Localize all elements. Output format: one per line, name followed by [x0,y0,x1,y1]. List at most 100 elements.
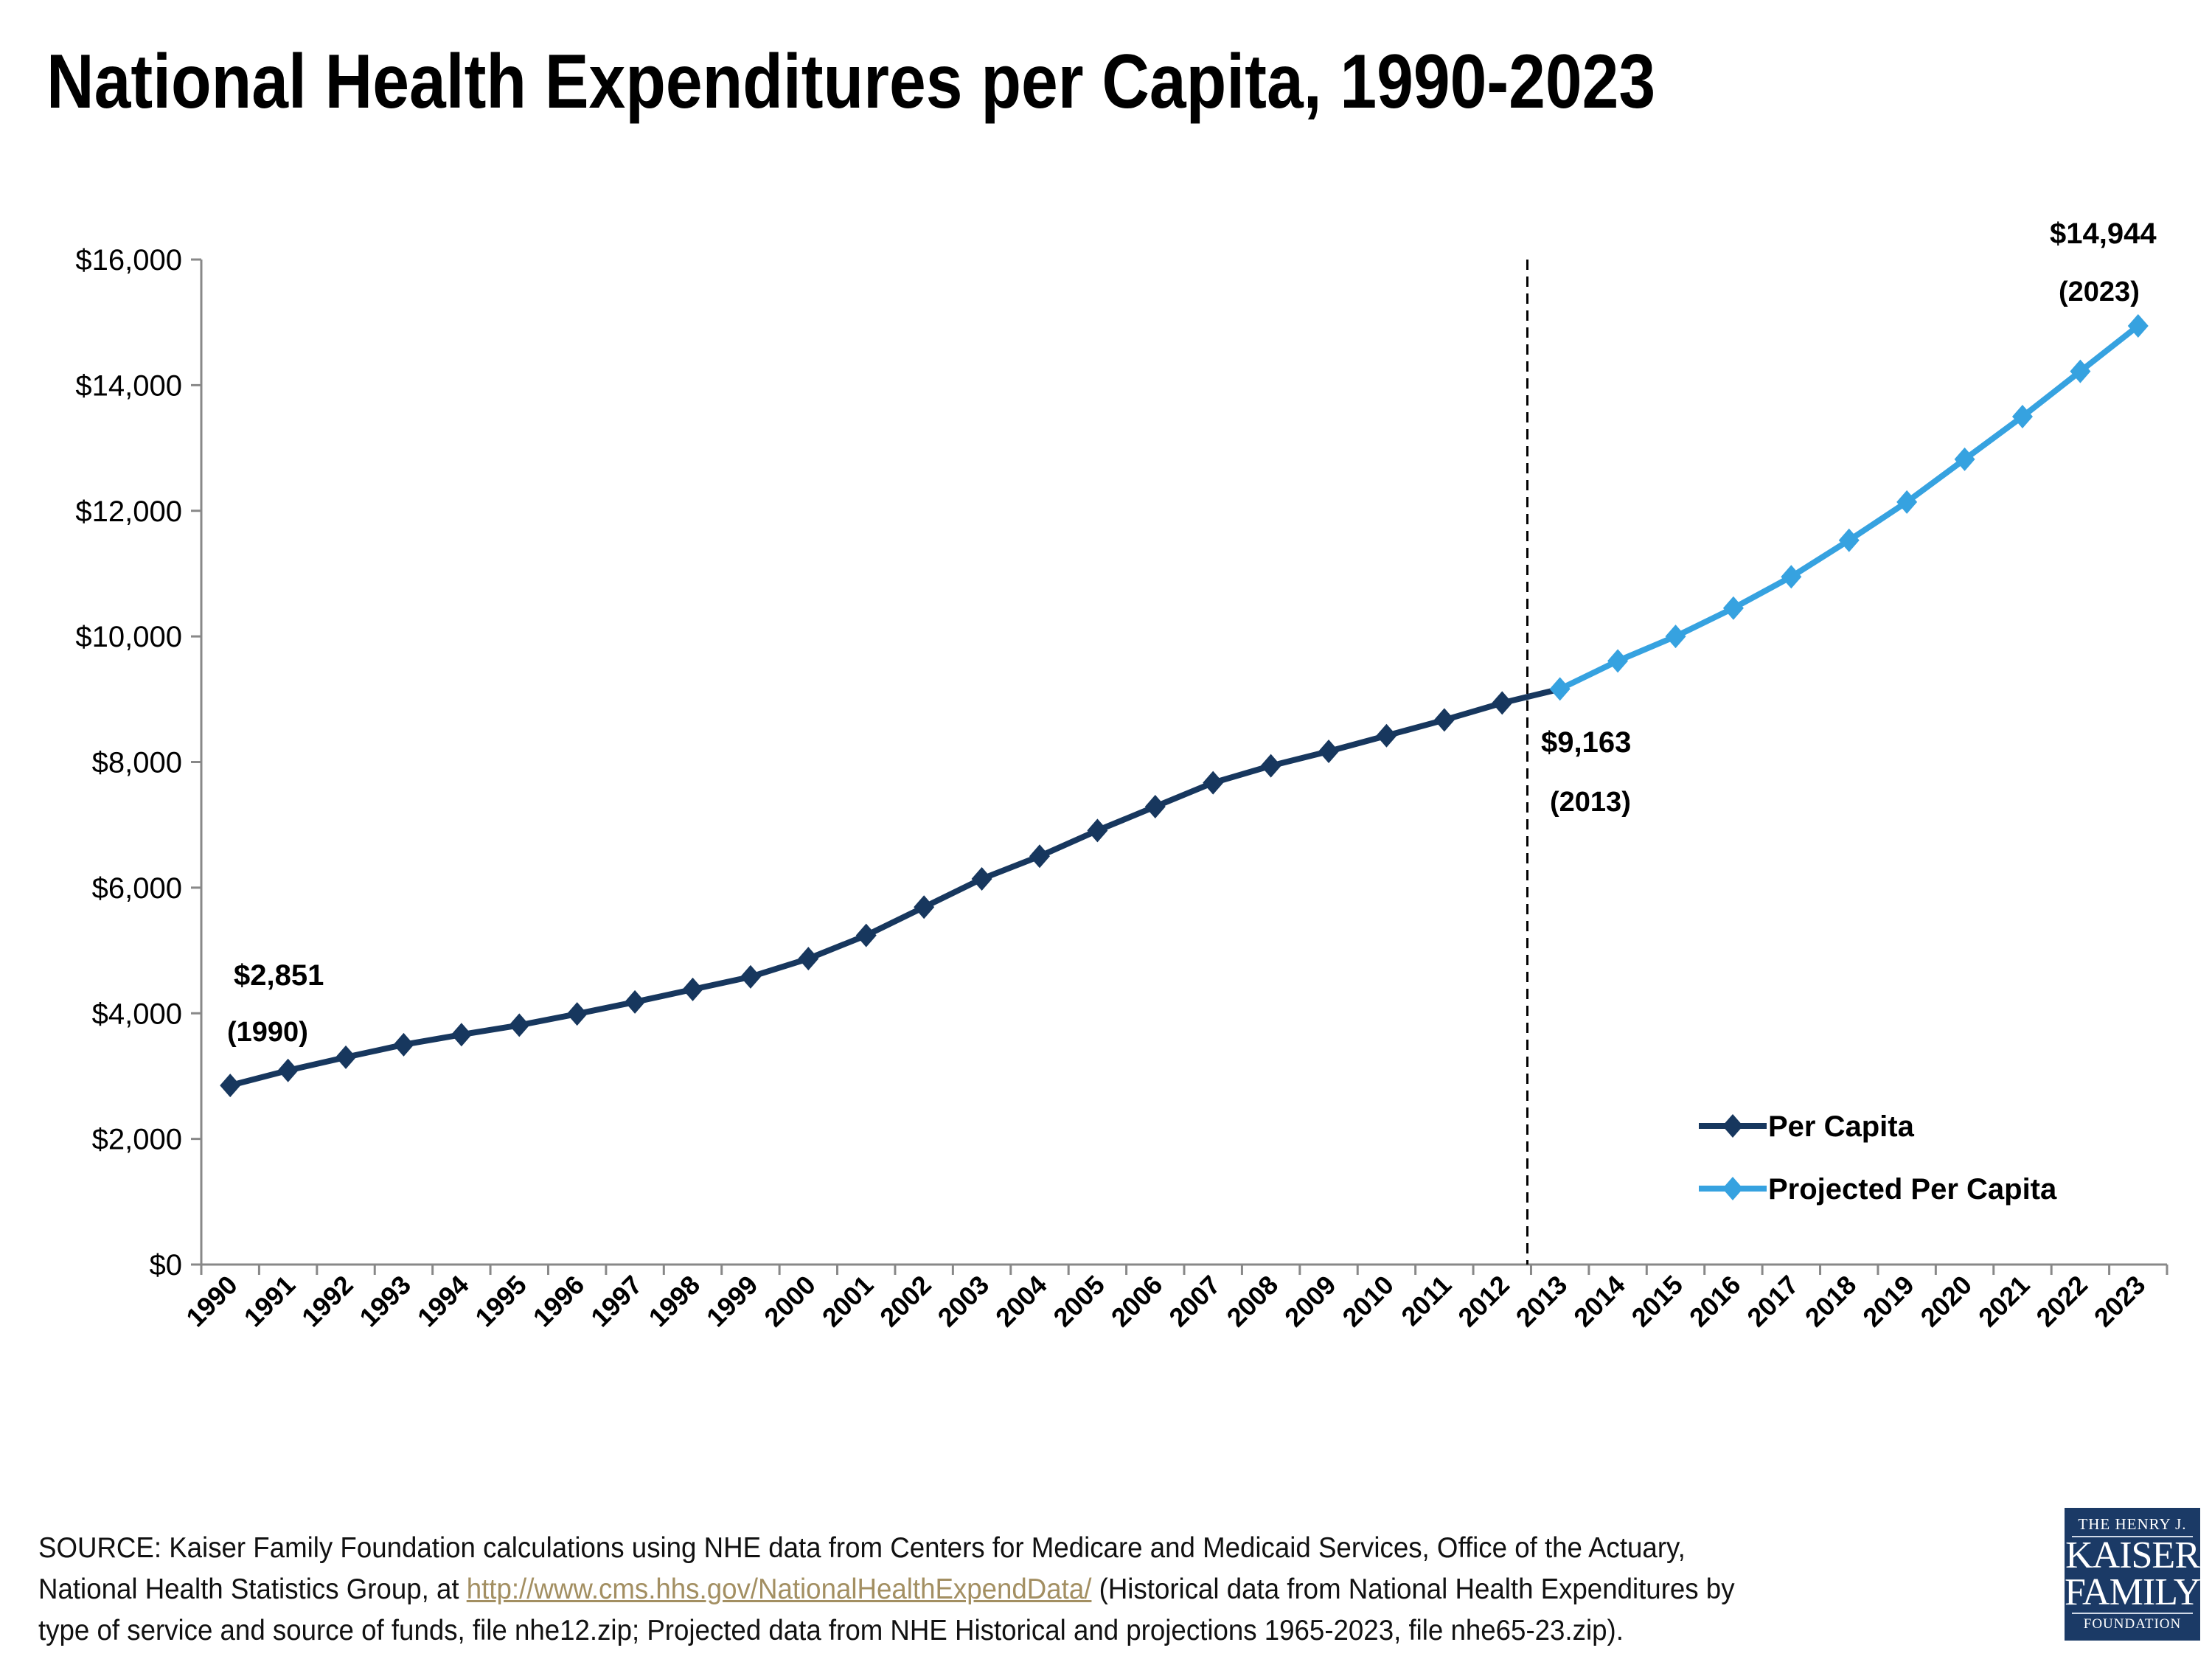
data-point-2007 [1203,771,1224,795]
data-point-1999 [740,964,761,989]
y-tick-label: $12,000 [75,495,182,528]
annotation-year: (2023) [2059,276,2140,307]
x-tick-label: 2021 [1972,1270,2036,1333]
footnote-line-1: SOURCE: Kaiser Family Foundation calcula… [38,1532,1686,1564]
y-tick-label: $14,000 [75,369,182,402]
x-tick-label: 2001 [816,1270,880,1333]
source-footnote: SOURCE: Kaiser Family Foundation calcula… [38,1528,1735,1652]
cms-data-link[interactable]: http://www.cms.hhs.gov/NationalHealthExp… [466,1573,1092,1605]
legend-label: Per Capita [1768,1110,1915,1143]
footnote-line-2-suffix: (Historical data from National Health Ex… [1091,1573,1735,1605]
x-tick-label: 1995 [469,1270,532,1333]
y-tick-label: $10,000 [75,621,182,653]
data-point-1991 [277,1058,299,1082]
legend-label: Projected Per Capita [1768,1173,2057,1206]
data-point-2011 [1433,708,1455,732]
data-point-2016 [1722,596,1744,620]
data-point-1998 [682,977,703,1001]
x-tick-label: 2002 [874,1270,937,1333]
x-tick-label: 2011 [1395,1270,1457,1332]
x-tick-label: 2018 [1799,1270,1863,1333]
x-tick-label: 2009 [1279,1270,1342,1333]
x-tick-label: 2012 [1452,1270,1515,1333]
y-tick-label: $6,000 [92,872,182,905]
x-tick-label: 2006 [1105,1270,1169,1333]
x-tick-label: 2014 [1568,1270,1631,1333]
data-point-1992 [335,1045,357,1069]
data-point-1995 [509,1013,530,1037]
data-point-1990 [220,1074,241,1098]
x-tick-label: 2003 [932,1270,995,1333]
x-tick-label: 2020 [1915,1270,1978,1333]
data-point-2004 [1029,844,1050,869]
x-tick-label: 2017 [1741,1270,1804,1333]
x-tick-label: 1993 [353,1270,417,1333]
data-point-2006 [1144,794,1166,818]
x-tick-label: 1998 [643,1270,706,1333]
annotation-value: $9,163 [1541,726,1631,759]
data-point-2017 [1781,565,1802,589]
data-point-1997 [625,990,646,1014]
x-tick-label: 2005 [1047,1270,1110,1333]
data-point-2002 [914,895,935,919]
x-tick-label: 2004 [990,1270,1053,1333]
legend-marker [1722,1114,1743,1138]
footnote-line-2: National Health Statistics Group, at htt… [38,1569,1735,1610]
x-tick-label: 2000 [758,1270,821,1333]
x-tick-label: 2010 [1336,1270,1399,1333]
data-point-2019 [1896,490,1918,514]
data-point-2022 [2070,359,2091,383]
x-tick-label: 2015 [1626,1270,1689,1333]
data-point-1993 [393,1032,414,1057]
footnote-line-2-prefix: National Health Statistics Group, at [38,1573,467,1605]
x-tick-label: 1996 [527,1270,591,1333]
data-point-2009 [1318,740,1340,764]
annotation-value: $14,944 [2050,218,2157,250]
x-tick-label: 2019 [1857,1270,1920,1333]
data-point-1994 [451,1023,472,1047]
x-tick-label: 1994 [411,1270,475,1333]
x-tick-label: 1991 [238,1270,302,1333]
x-tick-label: 1999 [700,1270,764,1333]
y-tick-label: $16,000 [75,244,182,276]
y-tick-label: $2,000 [92,1124,182,1156]
data-point-2023 [2127,313,2149,338]
data-point-2014 [1607,649,1629,673]
data-point-2000 [798,947,819,971]
data-point-2020 [1954,447,1975,471]
data-point-2008 [1260,754,1281,778]
data-point-2015 [1665,625,1686,649]
y-tick-label: $4,000 [92,998,182,1030]
logo-line-1: THE HENRY J. [2072,1515,2193,1537]
data-point-2003 [971,866,992,891]
data-point-2012 [1492,691,1513,715]
x-tick-label: 2013 [1510,1270,1573,1333]
annotation-year: (2013) [1550,787,1631,818]
x-tick-label: 2007 [1163,1270,1226,1333]
data-point-2018 [1838,528,1860,552]
data-point-1996 [566,1002,588,1026]
logo-line-2: KAISER [2065,1534,2200,1576]
series-line-projected [1558,323,2140,692]
logo-line-4: FOUNDATION [2072,1613,2193,1632]
x-tick-label: 1992 [296,1270,359,1333]
y-tick-label: $0 [150,1249,183,1281]
data-point-2005 [1087,818,1108,843]
chart-title: National Health Expenditures per Capita,… [46,39,1656,125]
data-point-2010 [1376,723,1397,748]
series-line-per-capita [229,686,1561,1089]
annotation-year: (1990) [227,1017,308,1048]
x-tick-label: 1990 [180,1270,243,1333]
data-point-2021 [2011,404,2033,428]
x-tick-label: 2023 [2088,1270,2152,1333]
logo-line-3: FAMILY [2065,1571,2201,1613]
x-tick-label: 2016 [1683,1270,1747,1333]
annotation-value: $2,851 [234,959,324,992]
footnote-line-3: type of service and source of funds, fil… [38,1615,1624,1646]
x-tick-label: 1997 [585,1270,648,1333]
data-point-2001 [855,923,877,947]
x-tick-label: 2008 [1221,1270,1284,1333]
x-tick-label: 2022 [2030,1270,2093,1333]
kff-logo: THE HENRY J. KAISER FAMILY FOUNDATION [2065,1508,2201,1641]
